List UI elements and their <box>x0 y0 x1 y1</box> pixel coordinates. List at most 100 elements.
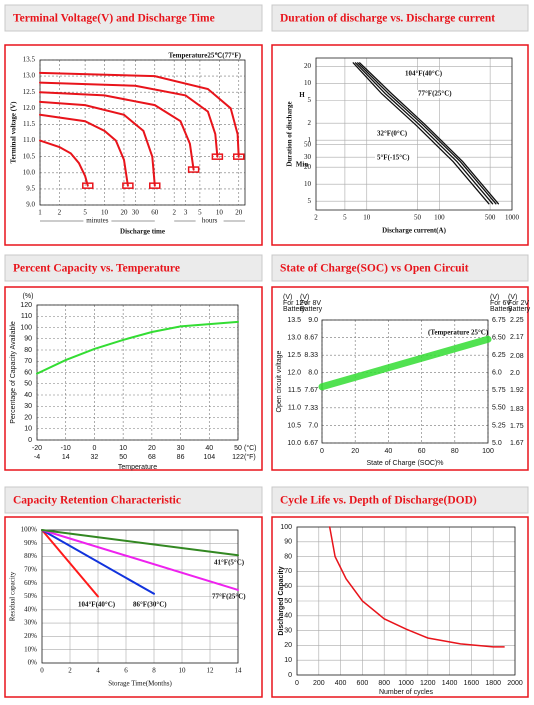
y-tick-label: 0% <box>28 659 38 667</box>
series-line <box>41 529 99 598</box>
y-tick-label: 80 <box>24 347 32 354</box>
label-box <box>416 90 458 98</box>
x-tick-label: 60 <box>418 448 426 455</box>
y-tick-label: 80 <box>284 553 292 560</box>
unit-bg <box>83 217 112 225</box>
y-tick-label: 20 <box>304 62 312 70</box>
y-tick-label: 5 <box>308 96 312 104</box>
x2-tick-label: 14 <box>62 454 70 461</box>
x-tick-label: 10 <box>363 214 371 222</box>
y-tick-label: 30 <box>304 153 312 161</box>
y-unit-label: Min <box>296 161 309 169</box>
x-tick-label: 10 <box>216 209 224 217</box>
x-axis-title: Discharge time <box>120 228 165 236</box>
y-tick-label: 10.5 <box>23 152 36 160</box>
y-axis-title: Discharged Capacity <box>278 566 285 635</box>
x-tick-label: 2 <box>68 667 72 675</box>
scale-tick-label: 2.08 <box>510 353 524 360</box>
y-tick-label: 11.5 <box>23 120 35 128</box>
y-tick-label: 110 <box>21 313 32 320</box>
scale-tick-label: 7.0 <box>308 422 318 429</box>
x-tick-label: 2 <box>314 214 318 222</box>
y-tick-label: 5 <box>308 197 312 205</box>
scale-header: Battery <box>490 306 513 313</box>
y-unit: (%) <box>23 293 34 300</box>
x-tick-label: 100 <box>482 448 494 455</box>
x-tick-label: 4 <box>96 667 100 675</box>
unit-bg <box>195 217 224 225</box>
scale-header: (V) <box>490 294 499 301</box>
x-tick-label: 0 <box>92 445 96 452</box>
x-tick-label: 1000 <box>505 214 520 222</box>
series-line <box>41 529 155 595</box>
y-tick-label: 20 <box>284 642 292 649</box>
y-tick-label: 120 <box>20 302 32 309</box>
x-tick-label: 20 <box>235 209 243 217</box>
x-axis-title: State of Charge (SOC)% <box>366 460 443 467</box>
y-tick-label: 13.5 <box>287 317 301 324</box>
y-tick-label: 90 <box>24 336 32 343</box>
scale-tick-label: 8.67 <box>304 334 318 341</box>
x-unit: (°C) <box>244 444 257 452</box>
x-tick-label: 20 <box>351 448 359 455</box>
y-tick-label: 13.0 <box>287 334 301 341</box>
y-tick-label: 30% <box>24 619 37 627</box>
scale-tick-label: 5.75 <box>492 387 506 394</box>
y-tick-label: 90% <box>24 539 37 547</box>
x-tick-label: 5 <box>198 209 202 217</box>
scale-header: (V) <box>300 294 309 301</box>
x-tick-label: 6 <box>124 667 128 675</box>
y-tick-label: 12.5 <box>287 352 301 359</box>
scale-tick-label: 9.0 <box>308 317 318 324</box>
chart-frame <box>4 286 263 471</box>
y-tick-label: 9.0 <box>26 201 35 209</box>
y-axis-title: Duration of discharge <box>286 101 294 166</box>
scale-tick-label: 6.75 <box>492 317 506 324</box>
series-label: 86°F(30°C) <box>133 601 167 609</box>
chart-title: Duration of discharge vs. Discharge curr… <box>280 13 495 25</box>
scale-tick-label: 5.25 <box>492 422 506 429</box>
annotation: Temperature25℃(77°F) <box>169 52 242 60</box>
series-line <box>352 62 490 205</box>
x2-tick-label: 32 <box>91 454 99 461</box>
y-tick-label: 12.0 <box>287 370 301 377</box>
series-label: 104°F(40°C) <box>405 70 443 78</box>
series-line <box>36 320 239 375</box>
label-box <box>403 70 445 78</box>
y-tick-label: 60% <box>24 579 37 587</box>
y-tick-label: 70 <box>24 358 32 365</box>
x2-tick-label: -4 <box>34 454 40 461</box>
y-tick-label: 30 <box>284 627 292 634</box>
x2-tick-label: 50 <box>119 454 127 461</box>
series-label: 104°F(40°C) <box>78 601 116 609</box>
x-tick-label: 2000 <box>507 680 523 687</box>
x-tick-label: 800 <box>378 680 390 687</box>
y-tick-label: 9.5 <box>26 184 35 192</box>
chart-frame <box>271 516 529 698</box>
x-tick-label: 10 <box>179 667 187 675</box>
y-axis-title: Open circuit voltage <box>276 350 283 412</box>
x-tick-label: 10 <box>101 209 109 217</box>
end-marker <box>187 166 200 173</box>
scale-tick-label: 1.67 <box>510 440 524 447</box>
plot-frame <box>315 57 513 211</box>
x-tick-label: 0 <box>320 448 324 455</box>
y-tick-label: 100% <box>21 526 38 534</box>
unit-label: minutes <box>86 217 108 225</box>
x-tick-label: 20 <box>148 445 156 452</box>
scale-tick-label: 2.0 <box>510 370 520 377</box>
y-tick-label: 10% <box>24 645 37 653</box>
x-tick-label: 1800 <box>485 680 501 687</box>
series-label: 77°F(25°C) <box>418 90 452 98</box>
x-tick-label: 2 <box>172 209 176 217</box>
series-line <box>41 529 239 557</box>
y-tick-label: 80% <box>24 552 37 560</box>
title-bar <box>271 254 529 282</box>
y-tick-label: 10 <box>24 426 32 433</box>
y-tick-label: 70 <box>284 568 292 575</box>
y-tick-label: 20 <box>304 163 312 171</box>
y-axis-title: Terminal voltage (V) <box>10 101 18 164</box>
scale-tick-label: 5.0 <box>492 440 502 447</box>
label-box <box>375 154 417 162</box>
x2-tick-label: 122 <box>232 454 244 461</box>
